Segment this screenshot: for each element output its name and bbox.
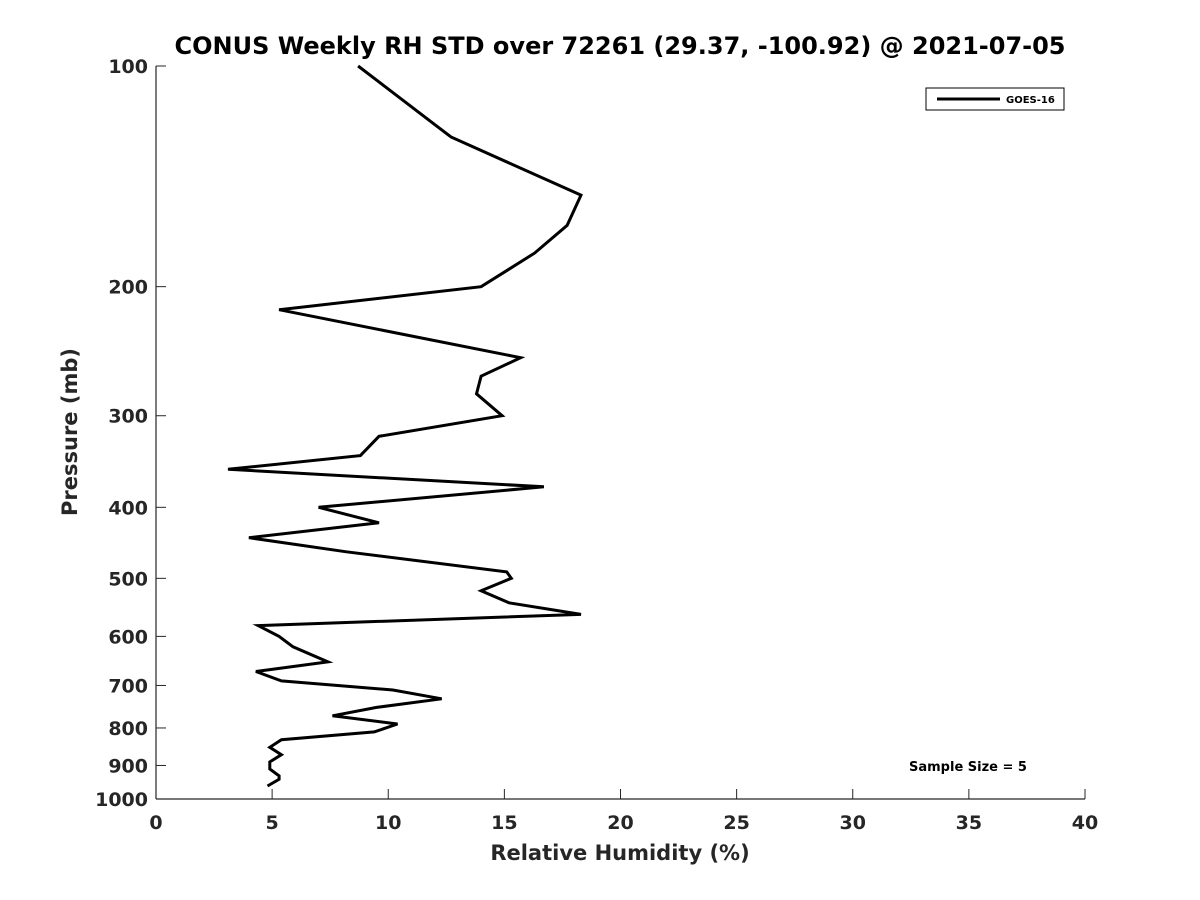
y-tick-label: 900 <box>108 755 148 777</box>
x-tick-label: 20 <box>607 812 633 834</box>
series-layer <box>227 64 583 788</box>
x-tick-label: 15 <box>491 812 517 834</box>
y-tick-label: 500 <box>108 568 148 590</box>
x-tick-label: 35 <box>956 812 982 834</box>
x-tick-label: 5 <box>266 812 279 834</box>
y-tick-label: 600 <box>108 626 148 648</box>
x-tick-label: 30 <box>840 812 866 834</box>
y-tick-label: 400 <box>108 497 148 519</box>
x-tick-label: 40 <box>1072 812 1098 834</box>
y-tick-label: 100 <box>108 56 148 78</box>
plot-area <box>156 66 1085 799</box>
y-tick-label: 700 <box>108 675 148 697</box>
legend-label-goes-16: GOES-16 <box>1006 95 1055 106</box>
y-tick-label: 1000 <box>95 789 148 811</box>
x-tick-label: 10 <box>375 812 401 834</box>
y-tick-label: 800 <box>108 718 148 740</box>
sample-size-annotation: Sample Size = 5 <box>909 760 1027 775</box>
legend: GOES-16 <box>925 87 1065 111</box>
x-tick-label: 0 <box>149 812 162 834</box>
x-axis-label: Relative Humidity (%) <box>490 841 749 865</box>
x-tick-label: 25 <box>723 812 749 834</box>
y-tick-label: 200 <box>108 277 148 299</box>
axes: 0 5 10 15 20 25 30 35 40 100 200 300 400 500 600 700 800… <box>95 56 1098 834</box>
chart-title: CONUS Weekly RH STD over 72261 (29.37, -… <box>174 32 1065 60</box>
y-tick-label: 300 <box>108 406 148 428</box>
y-axis-label: Pressure (mb) <box>58 348 82 516</box>
series-line-goes-16 <box>227 64 583 788</box>
